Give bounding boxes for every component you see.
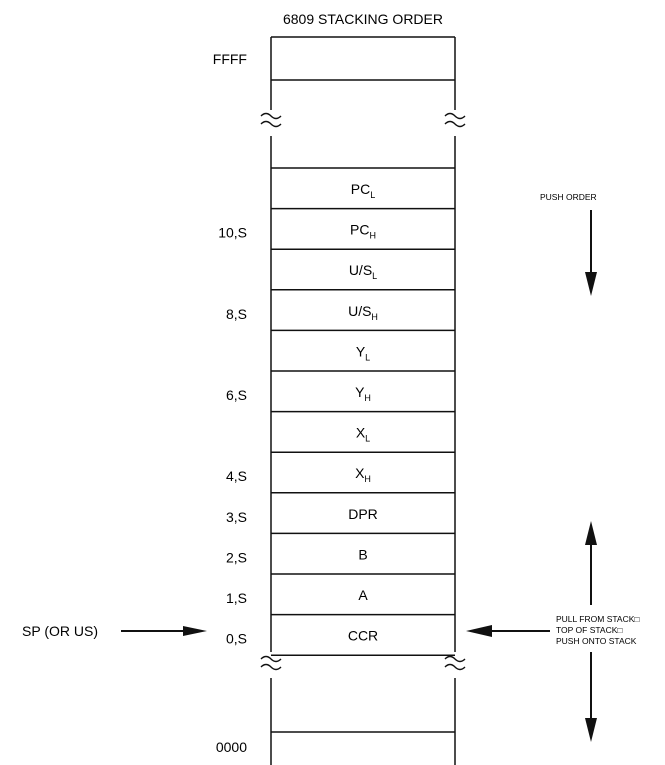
stack-offset-label: 6,S bbox=[226, 387, 247, 403]
stack-offset-label: 1,S bbox=[226, 590, 247, 606]
top-of-stack-label: TOP OF STACK□ bbox=[556, 625, 623, 635]
address-0000: 0000 bbox=[216, 739, 247, 755]
push-order-label: PUSH ORDER bbox=[540, 192, 597, 202]
push-onto-stack-label: PUSH ONTO STACK bbox=[556, 636, 637, 646]
register-label-x-h: XH bbox=[355, 465, 371, 484]
stack-memory-column bbox=[260, 36, 466, 765]
pull-arrow-head bbox=[585, 521, 597, 545]
register-label-x-l: XL bbox=[356, 425, 370, 444]
top-of-stack-pointer-head bbox=[466, 625, 492, 637]
push-arrow-head bbox=[585, 718, 597, 742]
stack-offset-label: 4,S bbox=[226, 468, 247, 484]
register-label-ccr: CCR bbox=[348, 628, 378, 644]
diagram-title: 6809 STACKING ORDER bbox=[283, 11, 443, 27]
register-cells: PCL PCH 10,S U/SL U/SH 8,S YL YH 6,S XL XH 4,S DPR 3,… bbox=[218, 167, 455, 656]
register-label-u-s-h: U/SH bbox=[348, 303, 378, 322]
register-label-u-s-l: U/SL bbox=[349, 262, 377, 281]
stack-offset-label: 3,S bbox=[226, 509, 247, 525]
break-mark-top-right bbox=[444, 112, 466, 128]
register-label-pc-l: PCL bbox=[351, 181, 375, 200]
register-label-y-h: YH bbox=[355, 384, 371, 403]
sp-arrow-head bbox=[183, 626, 207, 636]
stack-offset-label: 10,S bbox=[218, 225, 247, 241]
push-order-arrow-head bbox=[585, 272, 597, 296]
break-mark-top-left bbox=[260, 112, 282, 128]
register-label-a: A bbox=[358, 587, 368, 603]
address-ffff: FFFF bbox=[213, 51, 247, 67]
register-label-b: B bbox=[358, 546, 367, 562]
stack-offset-label: 0,S bbox=[226, 631, 247, 647]
register-label-pc-h: PCH bbox=[350, 222, 376, 241]
break-mark-bottom-left bbox=[260, 655, 282, 671]
stack-offset-label: 2,S bbox=[226, 549, 247, 565]
stack-offset-label: 8,S bbox=[226, 306, 247, 322]
sp-label: SP (OR US) bbox=[22, 623, 98, 639]
break-mark-bottom-right bbox=[444, 655, 466, 671]
register-label-y-l: YL bbox=[356, 343, 370, 362]
register-label-dpr: DPR bbox=[348, 506, 378, 522]
pull-from-stack-label: PULL FROM STACK□ bbox=[556, 614, 640, 624]
